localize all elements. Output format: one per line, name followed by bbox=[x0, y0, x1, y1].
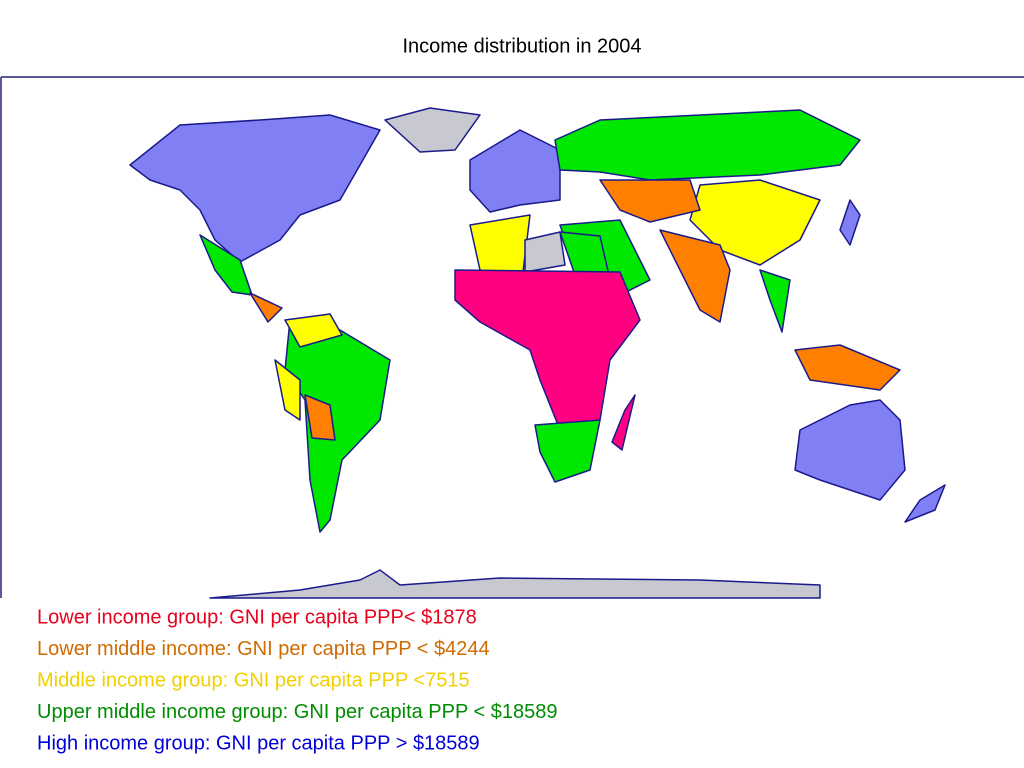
upper-middle-region bbox=[759, 269, 791, 333]
lower-middle-region bbox=[659, 229, 731, 323]
high-income-region bbox=[839, 199, 861, 246]
no-data-region bbox=[524, 231, 566, 273]
legend-entry: Lower income group: GNI per capita PPP< … bbox=[37, 606, 477, 628]
map bbox=[0, 76, 1024, 599]
legend-entry: Lower middle income: GNI per capita PPP … bbox=[37, 638, 490, 660]
no-data-region bbox=[384, 107, 481, 153]
legend-entry: High income group: GNI per capita PPP > … bbox=[37, 732, 480, 754]
high-income-region bbox=[794, 399, 906, 501]
legend: Lower income group: GNI per capita PPP< … bbox=[37, 606, 558, 754]
lower-income-region bbox=[454, 269, 641, 431]
title: Income distribution in 2004 bbox=[402, 35, 641, 57]
upper-middle-region bbox=[554, 109, 861, 181]
lower-income-region bbox=[611, 394, 636, 451]
upper-middle-region bbox=[534, 419, 601, 483]
upper-middle-region bbox=[199, 234, 253, 296]
lower-middle-region bbox=[304, 394, 336, 441]
middle-region bbox=[284, 313, 343, 348]
legend-entry: Middle income group: GNI per capita PPP … bbox=[37, 669, 470, 691]
high-income-region bbox=[904, 484, 946, 523]
lower-middle-region bbox=[249, 292, 283, 323]
middle-region bbox=[274, 359, 301, 421]
high-income-region bbox=[469, 129, 561, 213]
lower-middle-region bbox=[794, 344, 901, 391]
legend-entry: Upper middle income group: GNI per capit… bbox=[37, 701, 558, 723]
middle-region bbox=[689, 179, 821, 266]
high-income-region bbox=[129, 114, 381, 263]
upper-middle-region bbox=[284, 319, 391, 533]
lower-middle-region bbox=[599, 179, 701, 223]
no-data-region bbox=[209, 569, 821, 599]
